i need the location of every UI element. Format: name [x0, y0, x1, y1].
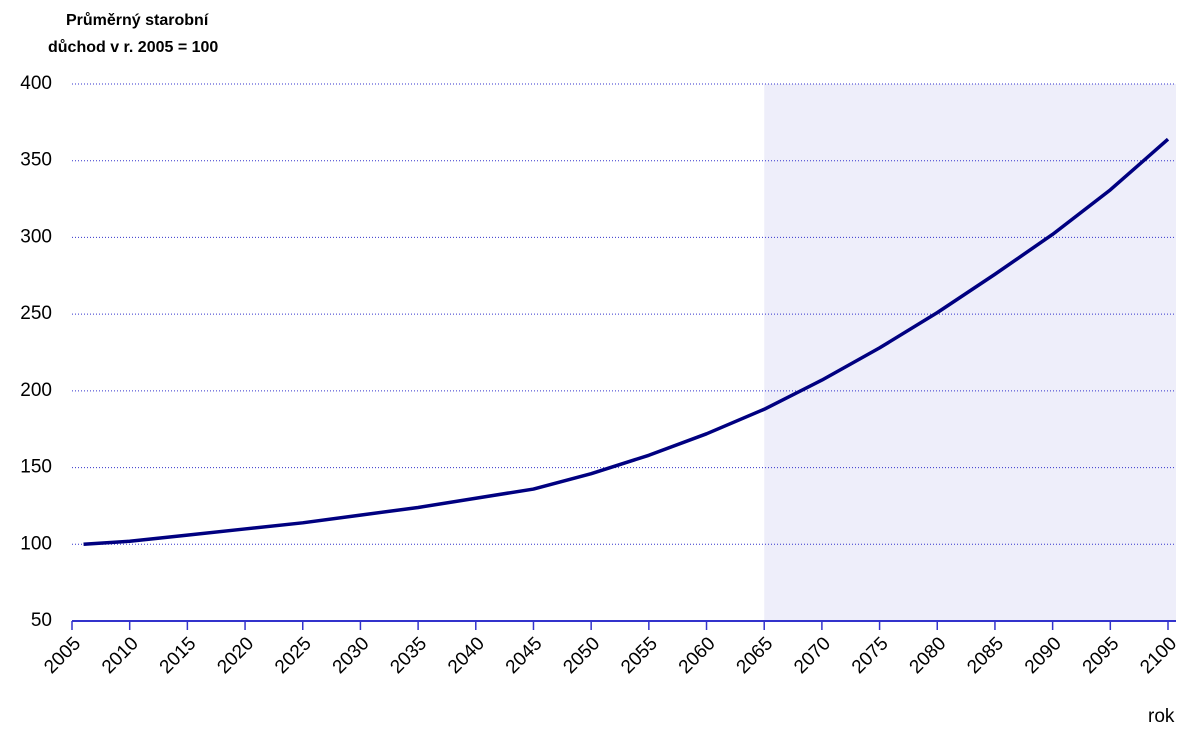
x-tick-label: 2010 — [98, 633, 143, 678]
x-tick-label: 2075 — [848, 633, 893, 678]
x-tick-label: 2045 — [502, 633, 547, 678]
x-tick-label: 2030 — [329, 633, 374, 678]
x-tick-label: 2015 — [156, 633, 201, 678]
x-tick-label: 2090 — [1021, 633, 1066, 678]
x-tick-label: 2080 — [906, 633, 951, 678]
x-tick-label: 2085 — [963, 633, 1008, 678]
x-tick-label: 2065 — [733, 633, 778, 678]
x-tick-label: 2040 — [444, 633, 489, 678]
x-tick-label: 2020 — [213, 633, 258, 678]
x-tick-label: 2025 — [271, 633, 316, 678]
y-tick-label: 300 — [20, 226, 52, 247]
y-tick-label: 100 — [20, 533, 52, 554]
y-tick-label: 200 — [20, 380, 52, 401]
x-axis-title: rok — [1148, 706, 1175, 727]
x-tick-label: 2005 — [40, 633, 85, 678]
x-tick-label: 2055 — [617, 633, 662, 678]
y-tick-label: 250 — [20, 303, 52, 324]
y-axis-title-line: Průměrný starobní — [66, 12, 209, 29]
x-tick-label: 2070 — [790, 633, 835, 678]
y-tick-label: 350 — [20, 150, 52, 171]
y-axis-title-line: důchod v r. 2005 = 100 — [48, 39, 218, 56]
y-tick-label: 400 — [20, 73, 52, 94]
x-tick-label: 2060 — [675, 633, 720, 678]
x-tick-label: 2035 — [386, 633, 431, 678]
y-tick-label: 150 — [20, 457, 52, 478]
y-tick-label: 50 — [31, 610, 52, 631]
x-tick-label: 2095 — [1079, 633, 1124, 678]
x-tick-label: 2050 — [559, 633, 604, 678]
x-tick-label: 2100 — [1136, 633, 1179, 678]
forecast-region — [764, 84, 1176, 621]
series-line — [83, 137, 1170, 547]
